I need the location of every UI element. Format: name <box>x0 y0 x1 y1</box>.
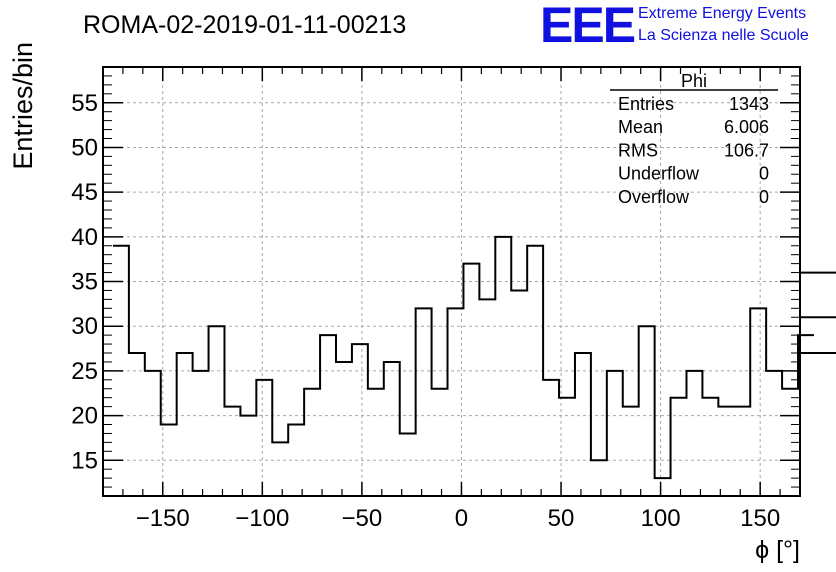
histogram-line <box>112 235 836 496</box>
y-tick-label: 20 <box>71 403 98 430</box>
stats-label: Mean <box>618 117 663 137</box>
stats-label: Underflow <box>618 164 700 184</box>
x-tick-label: −150 <box>136 505 190 532</box>
y-tick-label: 55 <box>71 90 98 117</box>
stats-value: 0 <box>759 187 769 207</box>
eee-logo: EEE <box>540 0 635 53</box>
logo-line-2: La Scienza nelle Scuole <box>638 27 809 44</box>
y-tick-label: 50 <box>71 134 98 161</box>
x-tick-label: 150 <box>740 505 780 532</box>
y-tick-label: 35 <box>71 269 98 296</box>
stats-box: Phi Entries 1343 Mean 6.006 RMS 106.7 Underflo… <box>610 71 778 207</box>
y-axis-label: Entries/bin <box>8 42 38 170</box>
y-tick-label: 40 <box>71 224 98 251</box>
x-tick-labels: −150 −100 −50 0 50 100 150 <box>136 505 780 532</box>
stats-label: Overflow <box>618 187 690 207</box>
stats-label: RMS <box>618 140 658 160</box>
y-tick-label: 25 <box>71 358 98 385</box>
stats-title: Phi <box>681 71 707 91</box>
x-tick-label: 100 <box>641 505 681 532</box>
stats-value: 0 <box>759 164 769 184</box>
grid-lines <box>103 67 800 496</box>
y-tick-label: 30 <box>71 313 98 340</box>
stats-value: 106.7 <box>724 140 769 160</box>
stats-label: Entries <box>618 94 674 114</box>
x-tick-label: 0 <box>455 505 468 532</box>
axis-ticks <box>103 66 801 497</box>
y-tick-labels: 15 20 25 30 35 40 45 50 55 <box>71 90 98 475</box>
stats-value: 1343 <box>729 94 769 114</box>
logo-line-1: Extreme Energy Events <box>638 5 806 22</box>
y-tick-label: 45 <box>71 179 98 206</box>
x-tick-label: −100 <box>235 505 289 532</box>
page-title: ROMA-02-2019-01-11-00213 <box>83 11 406 39</box>
y-tick-label: 15 <box>71 447 98 474</box>
stats-value: 6.006 <box>724 117 769 137</box>
x-tick-label: −50 <box>342 505 383 532</box>
x-axis-label: ϕ [°] <box>755 536 800 564</box>
x-tick-label: 50 <box>548 505 575 532</box>
